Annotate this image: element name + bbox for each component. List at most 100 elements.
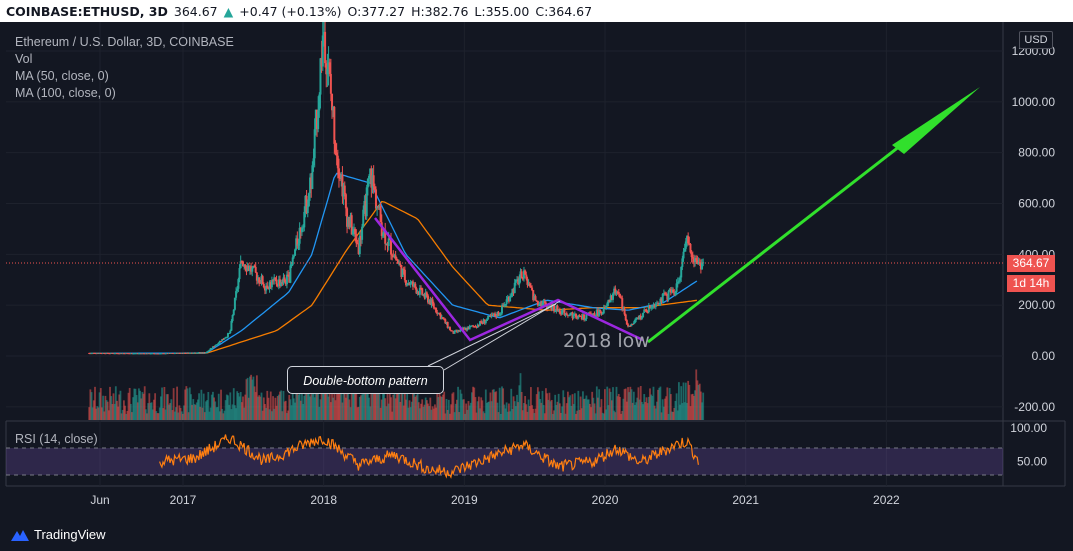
volume-bar xyxy=(567,391,569,420)
volume-bar xyxy=(142,393,145,420)
volume-bar xyxy=(252,376,255,420)
symbol-name[interactable]: COINBASE:ETHUSD, 3D xyxy=(6,3,168,19)
volume-bar xyxy=(363,378,366,420)
price-axis-tick: 800.00 xyxy=(1018,146,1055,160)
volume-bar xyxy=(405,399,407,420)
candle-body xyxy=(204,352,207,354)
candle-body xyxy=(500,305,503,314)
candle-body xyxy=(165,353,168,355)
chart-legend: Ethereum / U.S. Dollar, 3D, COINBASE Vol… xyxy=(15,34,234,102)
legend-ma100[interactable]: MA (100, close, 0) xyxy=(15,86,116,100)
candle-body xyxy=(573,313,576,315)
chart-title[interactable]: Ethereum / U.S. Dollar, 3D, COINBASE xyxy=(15,35,234,49)
candle-body xyxy=(100,353,103,355)
volume-bar xyxy=(535,394,538,420)
volume-bar xyxy=(569,395,572,420)
candle-body xyxy=(374,189,377,209)
double-bottom-callout[interactable]: Double-bottom pattern xyxy=(287,366,444,394)
price-chart[interactable]: 1200.001000.00800.00600.00400.00200.000.… xyxy=(0,22,1073,530)
candle-body xyxy=(162,353,165,355)
candle-body xyxy=(216,344,219,346)
volume-bar xyxy=(141,392,144,420)
candle-body xyxy=(480,321,483,323)
legend-vol[interactable]: Vol xyxy=(15,52,33,66)
volume-bar xyxy=(239,392,242,420)
volume-bar xyxy=(638,399,641,420)
volume-bar xyxy=(444,413,447,420)
volume-bar xyxy=(697,385,700,420)
volume-bar xyxy=(224,400,227,420)
candle-body xyxy=(111,352,114,354)
volume-bar xyxy=(218,411,221,420)
candle-body xyxy=(177,352,180,354)
volume-bar xyxy=(264,404,266,420)
volume-bar xyxy=(245,379,248,420)
volume-bar xyxy=(422,406,425,420)
candle-body xyxy=(314,109,317,130)
candle-body xyxy=(408,283,411,285)
legend-rsi[interactable]: RSI (14, close) xyxy=(15,432,98,446)
candle-body xyxy=(482,319,485,323)
candle-body xyxy=(428,299,431,303)
volume-bar xyxy=(499,413,502,420)
volume-bar xyxy=(408,400,411,420)
volume-bar xyxy=(387,403,390,420)
candle-body xyxy=(566,314,569,316)
volume-bar xyxy=(215,407,218,420)
candle-body xyxy=(524,270,527,275)
candle-body xyxy=(483,319,486,324)
candle-body xyxy=(467,327,470,330)
candle-body xyxy=(163,353,166,355)
volume-bar xyxy=(669,394,672,420)
candle-body xyxy=(109,353,112,355)
candle-body xyxy=(250,266,253,272)
candle-body xyxy=(306,206,309,214)
candle-body xyxy=(253,265,256,268)
volume-bar xyxy=(591,391,594,420)
tradingview-logo-icon[interactable] xyxy=(10,528,30,542)
volume-bar xyxy=(284,400,287,420)
candle-body xyxy=(454,330,457,332)
rsi-line xyxy=(159,434,699,479)
volume-bar xyxy=(99,388,102,420)
volume-bar xyxy=(283,401,286,420)
volume-bar xyxy=(390,397,392,420)
candle-body xyxy=(593,313,596,317)
volume-bar xyxy=(106,401,109,420)
volume-bar xyxy=(261,410,264,420)
tradingview-brand[interactable]: TradingView xyxy=(34,527,106,542)
candle-body xyxy=(208,349,211,351)
volume-bar xyxy=(171,410,174,420)
volume-bar xyxy=(531,405,533,420)
volume-bar xyxy=(221,408,224,420)
volume-bar xyxy=(326,390,329,420)
candle-body xyxy=(322,31,325,36)
volume-bar xyxy=(659,386,662,420)
volume-bar xyxy=(587,399,590,420)
volume-bar xyxy=(350,391,353,420)
candle-body xyxy=(327,62,330,69)
candle-body xyxy=(391,254,394,256)
candle-body xyxy=(400,265,403,278)
legend-ma50[interactable]: MA (50, close, 0) xyxy=(15,69,109,83)
volume-bar xyxy=(341,402,344,420)
candle-body xyxy=(158,353,161,355)
volume-bar xyxy=(604,389,606,420)
low-2018-label[interactable]: 2018 low xyxy=(563,330,650,352)
candle-body xyxy=(239,261,242,269)
candle-body xyxy=(490,314,493,317)
volume-bar xyxy=(393,373,396,420)
candle-body xyxy=(95,353,98,355)
candle-body xyxy=(623,308,626,315)
candle-body xyxy=(313,129,316,159)
candle-body xyxy=(185,352,188,354)
volume-bar xyxy=(680,386,683,420)
volume-bar xyxy=(477,396,480,420)
volume-bar xyxy=(146,413,148,420)
volume-bar xyxy=(120,413,123,420)
candle-body xyxy=(681,258,684,267)
volume-bar xyxy=(135,395,138,420)
currency-button[interactable]: USD xyxy=(1019,31,1053,49)
volume-bar xyxy=(631,402,634,420)
candle-body xyxy=(503,304,506,307)
